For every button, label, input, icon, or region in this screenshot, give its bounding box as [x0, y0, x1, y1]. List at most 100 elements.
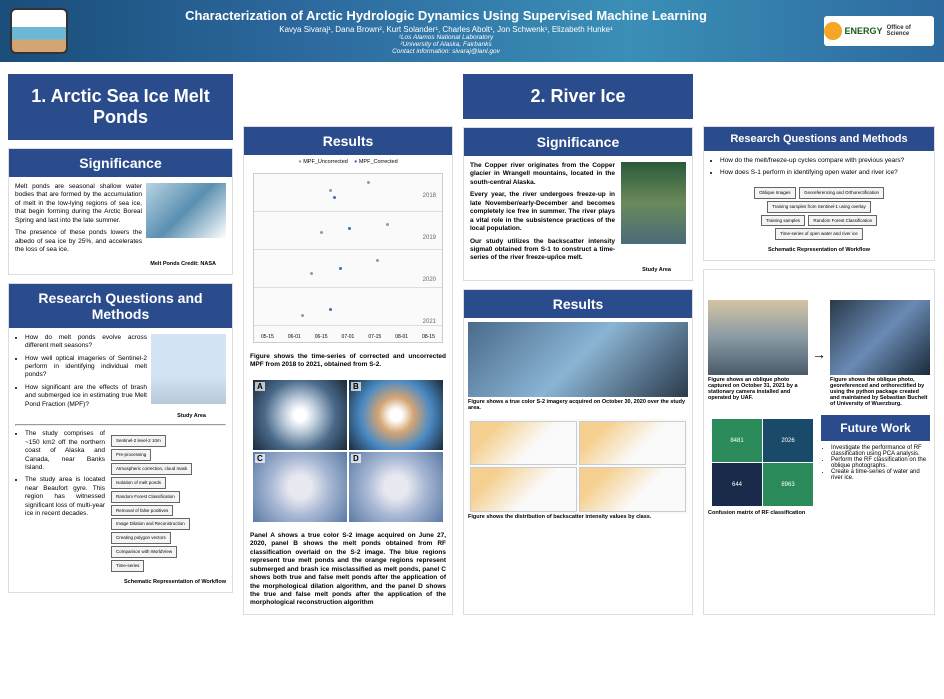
wf-2: Atmospheric correction, cloud mask — [111, 463, 192, 475]
arrow-icon: → — [812, 346, 826, 362]
column-1: 1. Arctic Sea Ice Melt Ponds Significanc… — [8, 74, 233, 615]
wf-4: Random Forest Classification — [111, 491, 180, 503]
wf-1: Pre-processing — [111, 449, 151, 461]
results-charts-row: Figure shows the distribution of backsca… — [464, 415, 692, 524]
xt1: 06-01 — [288, 334, 301, 340]
sec2-title: 2. River Ice — [463, 74, 693, 119]
xt0: 05-15 — [261, 334, 274, 340]
wf2-3: Training samples — [761, 215, 805, 227]
legend-b: MPF_Corrected — [359, 159, 398, 165]
res2-title: Results — [464, 290, 692, 318]
wf-6: Image Dilation and Reconstruction — [111, 518, 190, 530]
pl-a: A — [255, 382, 265, 391]
res-img3: Figure shows the oblique photo, georefer… — [830, 300, 930, 407]
xt5: 08-01 — [395, 334, 408, 340]
rqm-p2: The study area is located near Beaufort … — [25, 476, 105, 518]
wf-label: Schematic Representation of Workflow — [15, 579, 226, 586]
future-col: Future Work Investigate the performance … — [821, 415, 930, 516]
cm00: 8481 — [712, 419, 762, 462]
cm-col: 8481 2026 644 8963 Confusion matrix of R… — [708, 415, 817, 516]
river-c — [830, 300, 930, 375]
img-caption: Melt Ponds Credit: NASA — [15, 261, 216, 268]
pl-c: C — [255, 454, 265, 463]
cm01: 2026 — [763, 419, 813, 462]
panel-grid: A B C D — [253, 380, 443, 522]
poster-title: Characterization of Arctic Hydrologic Dy… — [68, 8, 824, 23]
legend-a: MPF_Uncorrected — [303, 159, 348, 165]
content-area: 1. Arctic Sea Ice Melt Ponds Significanc… — [0, 62, 944, 627]
sec2-rqm: Research Questions and Methods How do th… — [703, 126, 935, 261]
rqm-title: Research Questions and Methods — [9, 284, 232, 328]
cm10: 644 — [712, 463, 762, 506]
office-text: Office of Science — [887, 25, 934, 37]
sec1-significance: Significance Melt ponds are seasonal sha… — [8, 148, 233, 275]
sec1-title: 1. Arctic Sea Ice Melt Ponds — [8, 74, 233, 140]
column-3: 2. River Ice Significance The Copper riv… — [463, 74, 693, 615]
authors: Kavya Sivaraj¹, Dana Brown², Kurt Soland… — [68, 25, 824, 34]
cap2: Figure shows an oblique photo captured o… — [708, 377, 808, 401]
study-label: Study Area — [15, 413, 206, 420]
xt3: 07-01 — [342, 334, 355, 340]
column-2: Results ● MPF_Uncorrected ● MPF_Correcte… — [243, 74, 453, 615]
wf-8: Comparison with WorldView — [111, 546, 177, 558]
wf2-label: Schematic Representation of Workflow — [710, 247, 928, 254]
sig2-body: The Copper river originates from the Cop… — [464, 156, 692, 280]
results-images-row2: Figure shows an oblique photo captured o… — [704, 296, 934, 411]
f3: Create a time-series of water and river … — [831, 469, 930, 481]
significance-body: Melt ponds are seasonal shallow water bo… — [9, 177, 232, 274]
f1: Investigate the performance of RF classi… — [831, 445, 930, 457]
wf2-0: Oblique Images — [754, 187, 796, 199]
pl-b: B — [351, 382, 361, 391]
study-area-map — [151, 334, 226, 404]
energy-text: ENERGY — [845, 26, 883, 36]
cap5: Confusion matrix of RF classification — [708, 510, 817, 516]
affil-2: ²University of Alaska, Fairbanks — [68, 41, 824, 48]
results-title: Results — [244, 127, 452, 155]
scatter-col: Figure shows the distribution of backsca… — [468, 419, 688, 520]
workflow-diagram: Sentinel-2 level-2 10m Pre-processing At… — [106, 430, 226, 576]
results-images-row: Figure shows a true color S-2 imagery ac… — [464, 318, 692, 415]
cap1: Figure shows a true color S-2 imagery ac… — [468, 399, 688, 411]
wf-0: Sentinel-2 level-2 10m — [111, 435, 166, 447]
pl-d: D — [351, 454, 361, 463]
xt6: 08-15 — [422, 334, 435, 340]
rqm-body: How do melt ponds evolve across differen… — [9, 328, 232, 592]
rqm-p1: The study comprises of ~150 km2 off the … — [25, 430, 105, 472]
sec2-results-left: Results Figure shows a true color S-2 im… — [463, 289, 693, 615]
workflow2: Oblique Images Georeferencing and Orthor… — [710, 182, 928, 245]
panel-c: C — [253, 452, 347, 522]
chart-legend: ● MPF_Uncorrected ● MPF_Corrected — [244, 155, 452, 169]
sec1-results: Results ● MPF_Uncorrected ● MPF_Correcte… — [243, 126, 453, 615]
res-img2: Figure shows an oblique photo captured o… — [708, 300, 808, 407]
poster-header: Characterization of Arctic Hydrologic Dy… — [0, 0, 944, 62]
panel-b: B — [349, 380, 443, 450]
future-title: Future Work — [821, 415, 930, 441]
melt-pond-image — [146, 183, 226, 238]
study-area-sat — [621, 162, 686, 244]
f2: Perform the RF classification on the obl… — [831, 457, 930, 469]
caption2: Panel A shows a true color S-2 image acq… — [244, 526, 452, 614]
wf2-2: Training samples from Sentinel-1 using o… — [767, 201, 871, 213]
timeseries-chart: 05-15 06-01 06-15 07-01 07-15 08-01 08-1… — [253, 173, 443, 343]
significance-title: Significance — [9, 149, 232, 177]
wf-9: Time-series — [111, 560, 144, 572]
cm11: 8963 — [763, 463, 813, 506]
wf2-4: Random Forest Classification — [808, 215, 877, 227]
rqm2-q1: How do the melt/freeze-up cycles compare… — [720, 157, 928, 165]
cap4: Figure shows the distribution of backsca… — [468, 514, 688, 520]
rqm2-title: Research Questions and Methods — [704, 127, 934, 151]
wf2-5: Time-series of open water and river ice — [775, 228, 863, 240]
river-a — [468, 322, 688, 397]
wf-3: Isolation of melt ponds — [111, 477, 166, 489]
contact: Contact information: sivaraj@lanl.gov — [68, 48, 824, 55]
panel-d: D — [349, 452, 443, 522]
cap3: Figure shows the oblique photo, georefer… — [830, 377, 930, 407]
rqm2-body: How do the melt/freeze-up cycles compare… — [704, 151, 934, 260]
rqm2-q2: How does S-1 perform in identifying open… — [720, 169, 928, 177]
sig2-title: Significance — [464, 128, 692, 156]
sec2-results-right: Figure shows an oblique photo captured o… — [703, 269, 935, 614]
sec1-rqm: Research Questions and Methods How do me… — [8, 283, 233, 593]
xt2: 06-15 — [315, 334, 328, 340]
wf-7: Creating polygon vectors — [111, 532, 171, 544]
column-4: Research Questions and Methods How do th… — [703, 74, 935, 615]
